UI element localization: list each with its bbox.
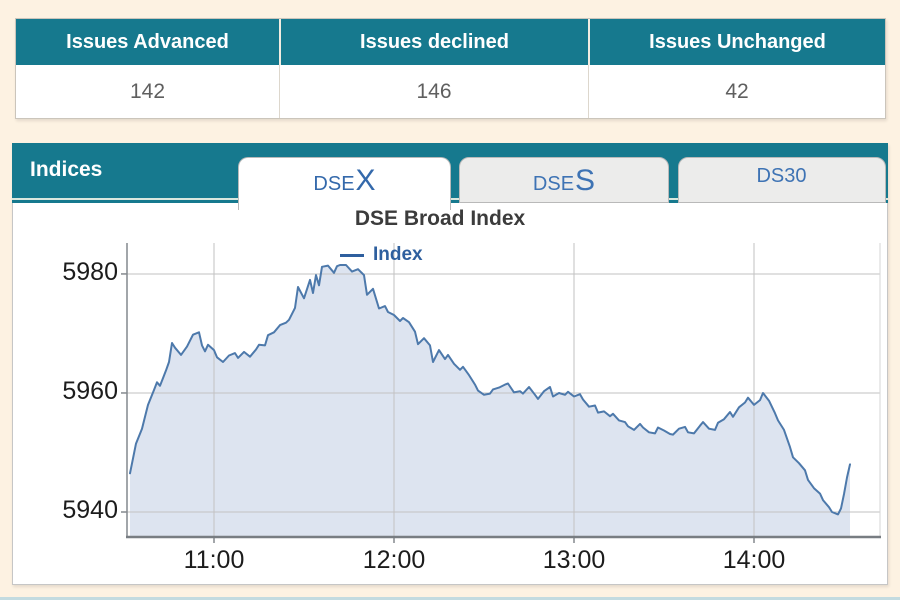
tab-dses-label-suffix: S bbox=[575, 164, 596, 197]
tab-dsex[interactable]: DSE X bbox=[238, 157, 451, 210]
y-tick-label: 5960 bbox=[62, 376, 118, 405]
indices-title: Indices bbox=[30, 158, 103, 181]
tab-dses[interactable]: DSE S bbox=[459, 157, 669, 203]
x-tick-label: 14:00 bbox=[722, 546, 786, 574]
tab-dsex-label-suffix: X bbox=[355, 164, 376, 197]
summary-header-row: Issues Advanced Issues declined Issues U… bbox=[16, 19, 885, 65]
indices-panel: Indices DSE X DSE S DS30 DSE Broad Index I… bbox=[12, 143, 888, 585]
index-area-fill bbox=[130, 265, 850, 537]
legend-label: Index bbox=[373, 244, 423, 265]
tab-ds30-label: DS30 bbox=[756, 165, 807, 187]
summary-header-unchanged: Issues Unchanged bbox=[588, 19, 885, 65]
tab-dses-label: DSE bbox=[532, 173, 575, 195]
x-tick-label: 11:00 bbox=[183, 546, 245, 574]
index-line bbox=[129, 264, 851, 516]
y-tick-label: 5940 bbox=[62, 496, 118, 524]
indices-chart bbox=[121, 243, 881, 543]
chart-legend: Index bbox=[340, 244, 423, 266]
tab-ds30[interactable]: DS30 bbox=[678, 157, 886, 203]
y-tick-label: 5980 bbox=[62, 257, 118, 286]
summary-value-unchanged: 42 bbox=[588, 65, 885, 118]
legend-line-swatch bbox=[340, 253, 364, 257]
x-tick-label: 12:00 bbox=[362, 546, 426, 574]
summary-header-declined: Issues declined bbox=[279, 19, 588, 65]
chart-grid bbox=[121, 243, 880, 543]
summary-value-declined: 146 bbox=[279, 65, 588, 118]
bottom-accent-bar bbox=[0, 597, 900, 600]
chart-title: DSE Broad Index bbox=[354, 207, 526, 230]
summary-value-row: 142 146 42 bbox=[16, 65, 885, 118]
summary-header-advanced: Issues Advanced bbox=[66, 30, 229, 53]
x-tick-label: 13:00 bbox=[542, 546, 606, 574]
summary-value-advanced: 142 bbox=[129, 79, 166, 103]
tab-dsex-label: DSE bbox=[313, 173, 355, 195]
market-summary-table: Issues Advanced Issues declined Issues U… bbox=[15, 18, 886, 119]
